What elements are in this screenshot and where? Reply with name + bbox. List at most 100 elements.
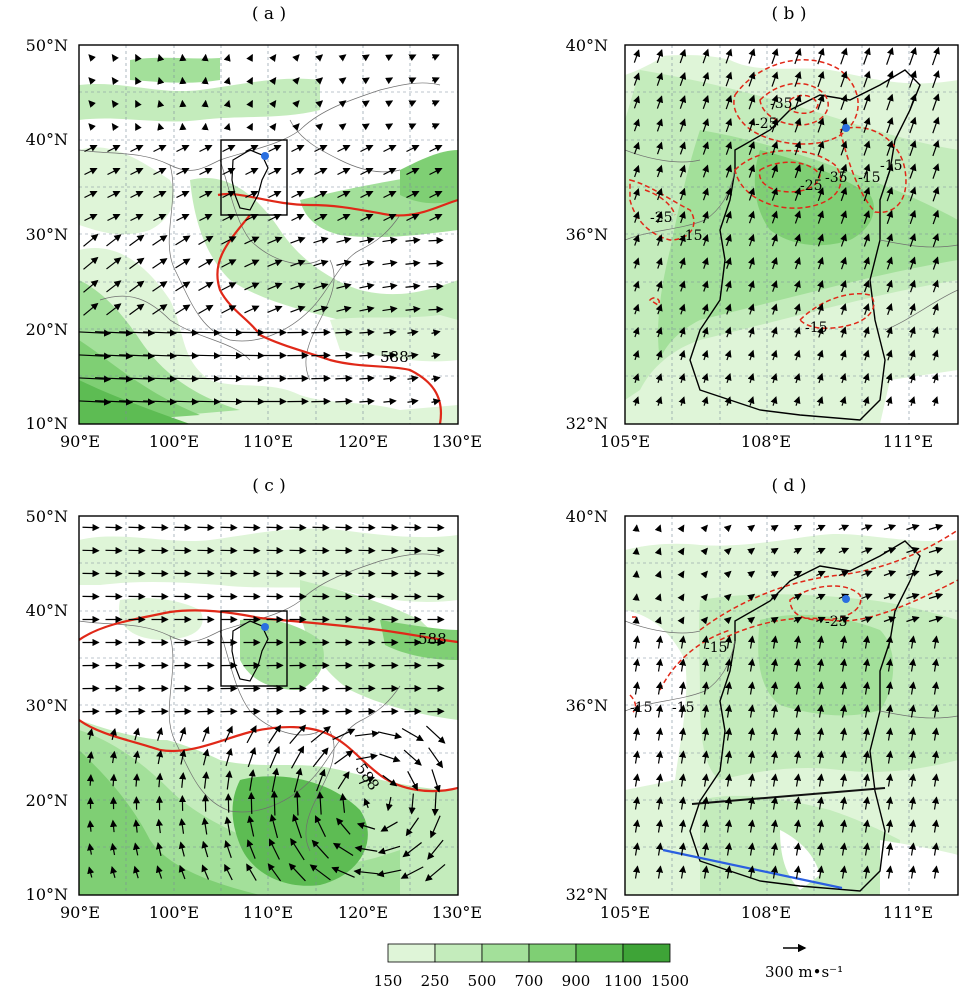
lat-label: 32°N	[565, 414, 608, 433]
wind-vector	[221, 259, 237, 268]
wind-vector	[909, 46, 917, 66]
wind-vector	[268, 190, 282, 199]
wind-vector	[407, 771, 418, 791]
wind-vector	[632, 396, 640, 406]
wind-vector	[354, 730, 380, 738]
wind-vector	[816, 635, 825, 649]
wind-vector	[816, 727, 825, 741]
wind-vector	[677, 570, 685, 579]
wind-vector	[747, 547, 756, 555]
wind-vector	[885, 658, 894, 672]
wind-vector	[311, 328, 331, 337]
wind-vector	[152, 281, 168, 292]
wind-vector	[334, 750, 354, 765]
wind-vector	[385, 100, 394, 108]
wind-vector	[106, 280, 122, 293]
panel-b-frame	[624, 44, 959, 425]
wind-vector	[700, 524, 708, 533]
wind-vector	[197, 523, 215, 532]
wind-vector	[199, 144, 213, 153]
wind-vector	[359, 236, 375, 244]
station-marker	[261, 152, 269, 160]
wind-vector	[111, 77, 119, 85]
wind-vector	[816, 303, 824, 315]
wind-vector	[428, 259, 444, 268]
wind-vector	[883, 593, 897, 600]
wind-vector	[883, 616, 897, 623]
wind-vector	[724, 257, 732, 269]
wind-vector	[771, 210, 778, 224]
wind-vectors	[632, 523, 944, 879]
wind-vector	[931, 349, 939, 361]
wind-vector	[243, 523, 261, 532]
wind-vector	[724, 727, 733, 741]
wind-vector	[909, 233, 917, 247]
wind-vector	[931, 819, 940, 833]
wind-vector	[143, 329, 178, 337]
wind-vector	[288, 863, 306, 882]
wind-vector	[656, 95, 664, 109]
wind-vector	[655, 727, 664, 741]
wind-vector	[290, 305, 306, 313]
wind-vector	[119, 352, 156, 360]
wind-vector	[292, 813, 302, 839]
wind-vector	[379, 753, 401, 763]
wind-vector	[110, 866, 118, 878]
wind-vector	[222, 144, 236, 153]
wind-vector	[862, 372, 870, 384]
wind-vector	[313, 236, 329, 244]
lat-label: 50°N	[25, 36, 68, 55]
wind-vector	[678, 865, 687, 879]
wind-vector	[404, 523, 422, 532]
wind-vector	[771, 94, 779, 110]
wind-vector	[82, 523, 100, 532]
wind-vector	[191, 375, 222, 383]
province-outline	[231, 149, 269, 211]
wind-vector	[431, 352, 441, 360]
wind-vector	[724, 796, 733, 810]
wind-vector	[267, 259, 283, 267]
wind-vector	[908, 842, 917, 856]
wind-vector	[426, 725, 446, 744]
wind-vector	[83, 233, 99, 247]
colorbar-tick: 1500	[650, 972, 690, 990]
station-marker	[842, 595, 850, 603]
wind-vector	[382, 259, 398, 267]
wind-vector	[678, 819, 687, 833]
wind-vector	[724, 681, 733, 695]
wind-vector	[88, 123, 96, 131]
wind-vector	[290, 259, 306, 267]
wind-vector	[191, 352, 222, 360]
wind-vector	[107, 190, 121, 199]
wind-vector	[747, 280, 755, 292]
wind-vector	[271, 767, 280, 793]
wind-vector	[747, 570, 756, 578]
wind-vector	[794, 164, 802, 179]
wind-vector	[816, 865, 825, 879]
wind-vector	[336, 282, 352, 290]
lat-label: 40°N	[25, 130, 68, 149]
wind-vector	[359, 374, 375, 383]
wind-vector	[793, 681, 802, 695]
wind-vector	[382, 236, 398, 244]
wind-vector	[135, 53, 142, 62]
wind-vector	[289, 724, 307, 744]
wind-vector	[431, 54, 440, 61]
station-marker	[842, 124, 850, 132]
wind-vector	[839, 796, 848, 810]
wind-vector	[770, 349, 778, 361]
wind-vector	[313, 259, 329, 267]
wind-vector	[314, 815, 327, 838]
wind-vector	[678, 842, 687, 856]
wind-vector	[654, 616, 662, 625]
wind-vector	[793, 842, 802, 856]
wind-vector	[770, 593, 779, 601]
wind-vector	[748, 164, 756, 178]
wind-vector	[701, 396, 709, 406]
wind-vector	[406, 167, 420, 176]
wind-vector	[95, 375, 134, 383]
wind-vector	[336, 305, 352, 313]
wind-vector	[840, 279, 847, 293]
wind-vector	[909, 140, 917, 156]
wind-vector	[700, 616, 708, 625]
